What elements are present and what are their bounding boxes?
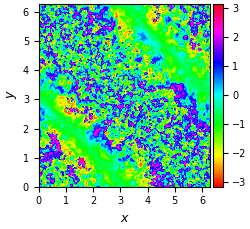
X-axis label: x: x	[120, 212, 128, 225]
Y-axis label: y: y	[4, 92, 17, 99]
